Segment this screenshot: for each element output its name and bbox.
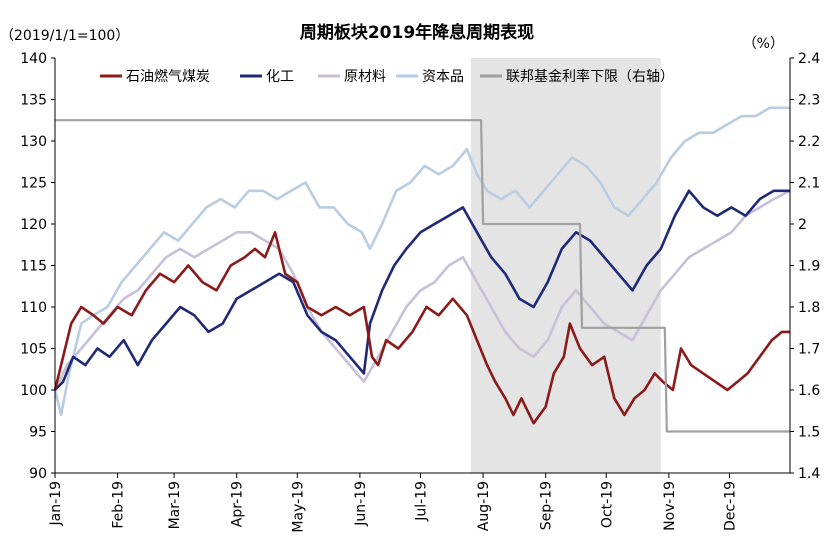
x-tick-label: Feb-19 <box>111 481 127 529</box>
right-tick-label: 2.4 <box>798 51 820 67</box>
legend-label-4: 联邦基金利率下限（右轴） <box>506 68 674 85</box>
left-tick-label: 110 <box>20 300 47 316</box>
left-tick-label: 135 <box>20 93 47 109</box>
right-tick-label: 1.7 <box>798 342 820 358</box>
left-tick-label: 95 <box>29 425 47 441</box>
series-layer <box>53 106 791 433</box>
right-tick-label: 2.2 <box>798 134 820 150</box>
right-tick-label: 1.8 <box>798 300 820 316</box>
left-axis-unit: （2019/1/1=100） <box>0 28 129 44</box>
left-tick-label: 90 <box>29 466 47 482</box>
right-tick-label: 2 <box>798 217 807 233</box>
x-tick-label: Oct-19 <box>599 481 615 528</box>
left-tick-label: 140 <box>20 51 47 67</box>
x-tick-label: Nov-19 <box>662 481 678 531</box>
right-tick-label: 1.9 <box>798 259 820 275</box>
x-tick-label: Dec-19 <box>722 481 738 531</box>
left-tick-label: 105 <box>20 342 47 358</box>
right-tick-label: 1.5 <box>798 425 820 441</box>
right-axis-unit: （%） <box>743 36 784 52</box>
legend: 石油燃气煤炭 化工 原材料 资本品 联邦基金利率下限（右轴） <box>100 68 674 85</box>
x-tick-label: Jan-19 <box>48 481 64 526</box>
x-tick-label: Jul-19 <box>413 481 429 522</box>
left-tick-label: 130 <box>20 134 47 150</box>
right-tick-label: 1.6 <box>798 383 820 399</box>
plot-area-shading <box>470 58 661 473</box>
x-tick-label: Sep-19 <box>539 481 555 530</box>
legend-label-0: 石油燃气煤炭 <box>126 68 210 85</box>
axes: 90 95 100 105 110 115 120 125 130 135 140 1.4 1.5 1.6… <box>20 51 820 533</box>
x-tick-label: Apr-19 <box>230 481 246 527</box>
series-line-0 <box>53 231 790 425</box>
left-tick-label: 100 <box>20 383 47 399</box>
left-tick-label: 115 <box>20 259 47 275</box>
x-tick-label: Mar-19 <box>167 481 183 529</box>
series-line-3 <box>53 106 790 417</box>
right-tick-label: 2.3 <box>798 93 820 109</box>
x-tick-label: May-19 <box>290 481 306 533</box>
legend-label-2: 原材料 <box>344 69 386 85</box>
x-tick-label: Aug-19 <box>476 481 492 531</box>
series-line-2 <box>53 189 791 391</box>
legend-label-3: 资本品 <box>422 69 464 85</box>
left-tick-label: 120 <box>20 217 47 233</box>
legend-label-1: 化工 <box>266 69 294 85</box>
left-tick-label: 125 <box>20 176 47 192</box>
right-tick-label: 2.1 <box>798 176 820 192</box>
series-line-4 <box>55 119 790 433</box>
right-tick-label: 1.4 <box>798 466 820 482</box>
chart-title: 周期板块2019年降息周期表现 <box>300 22 534 43</box>
x-tick-label: Jun-19 <box>353 481 369 527</box>
series-line-1 <box>54 189 790 391</box>
